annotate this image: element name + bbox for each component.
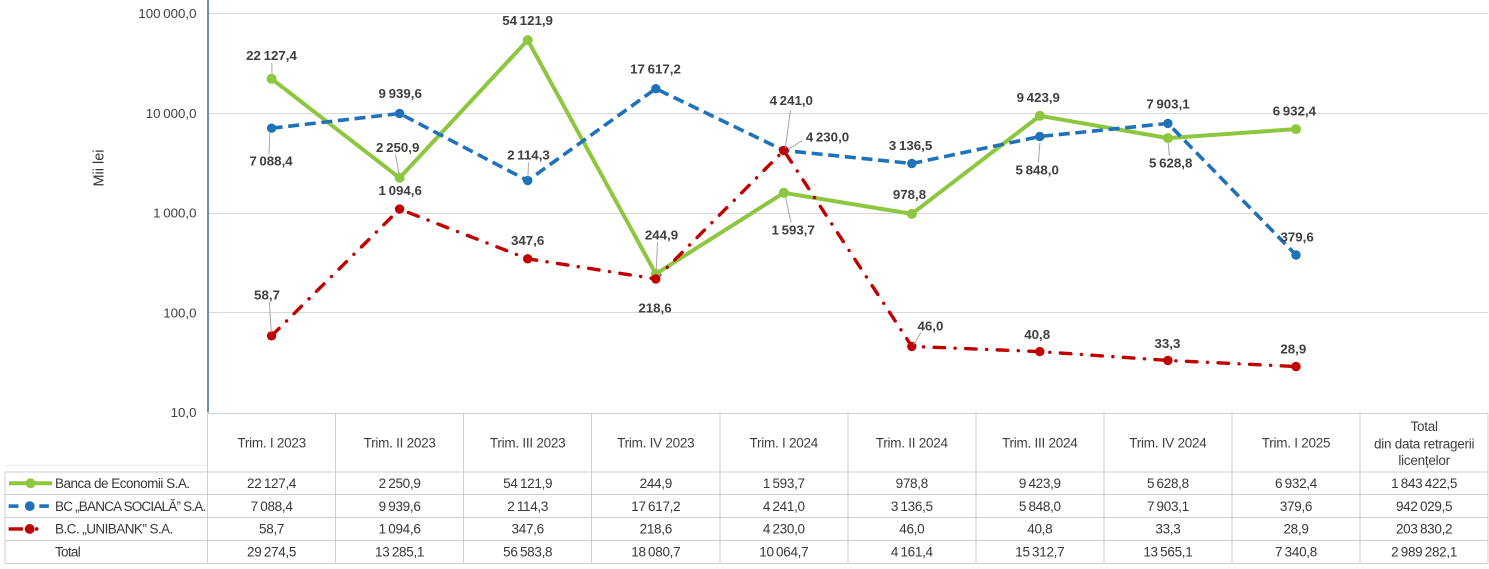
svg-text:Total: Total [55, 545, 81, 560]
svg-text:58,7: 58,7 [259, 522, 284, 537]
svg-text:Total: Total [1410, 419, 1438, 434]
svg-text:17 617,2: 17 617,2 [631, 499, 680, 514]
svg-text:244,9: 244,9 [640, 476, 672, 491]
svg-text:978,8: 978,8 [896, 476, 928, 491]
svg-text:2 250,9: 2 250,9 [379, 476, 421, 491]
svg-text:4 161,4: 4 161,4 [891, 545, 934, 560]
svg-text:203 830,2: 203 830,2 [1396, 522, 1452, 537]
svg-text:Trim. I 2024: Trim. I 2024 [750, 435, 819, 450]
svg-text:379,6: 379,6 [1280, 230, 1313, 245]
svg-text:1 094,6: 1 094,6 [379, 522, 421, 537]
svg-text:2 114,3: 2 114,3 [507, 499, 548, 514]
svg-text:40,8: 40,8 [1027, 522, 1052, 537]
svg-text:3 136,5: 3 136,5 [891, 499, 933, 514]
svg-text:1 593,7: 1 593,7 [772, 223, 815, 238]
svg-text:Trim. III 2024: Trim. III 2024 [1002, 435, 1078, 450]
svg-text:7 903,1: 7 903,1 [1146, 97, 1190, 112]
svg-text:46,0: 46,0 [899, 522, 924, 537]
svg-text:Trim. I 2025: Trim. I 2025 [1262, 435, 1331, 450]
svg-text:4 230,0: 4 230,0 [763, 522, 805, 537]
svg-text:18 080,7: 18 080,7 [631, 545, 680, 560]
svg-text:Trim. IV 2024: Trim. IV 2024 [1129, 435, 1207, 450]
svg-text:22 127,4: 22 127,4 [246, 48, 297, 63]
svg-text:2 250,9: 2 250,9 [376, 140, 419, 155]
svg-text:58,7: 58,7 [254, 288, 280, 303]
svg-text:5 628,8: 5 628,8 [1149, 155, 1192, 170]
svg-text:5 628,8: 5 628,8 [1147, 476, 1189, 491]
svg-text:10,0: 10,0 [171, 405, 197, 420]
svg-text:9 939,6: 9 939,6 [379, 86, 422, 101]
svg-text:28,9: 28,9 [1283, 522, 1308, 537]
svg-text:4 241,0: 4 241,0 [763, 499, 805, 514]
svg-text:BC „BANCA SOCIALĂ” S.A.: BC „BANCA SOCIALĂ” S.A. [55, 499, 205, 514]
svg-text:347,6: 347,6 [512, 522, 544, 537]
svg-text:28,9: 28,9 [1280, 341, 1306, 356]
svg-text:54 121,9: 54 121,9 [502, 13, 553, 28]
svg-text:40,8: 40,8 [1024, 327, 1050, 342]
svg-text:9 939,6: 9 939,6 [379, 499, 421, 514]
svg-text:2 114,3: 2 114,3 [507, 147, 550, 162]
svg-text:978,8: 978,8 [893, 187, 926, 202]
svg-text:1 000,0: 1 000,0 [153, 206, 196, 221]
svg-text:1 843 422,5: 1 843 422,5 [1391, 476, 1457, 491]
svg-text:22 127,4: 22 127,4 [247, 476, 297, 491]
svg-text:46,0: 46,0 [917, 319, 943, 334]
svg-text:244,9: 244,9 [645, 228, 678, 243]
svg-text:Trim. II 2023: Trim. II 2023 [364, 435, 436, 450]
svg-text:29 274,5: 29 274,5 [247, 545, 296, 560]
svg-text:33,3: 33,3 [1155, 522, 1180, 537]
svg-text:6 932,4: 6 932,4 [1273, 104, 1317, 119]
svg-text:B.C. „UNIBANK” S.A.: B.C. „UNIBANK” S.A. [55, 522, 173, 537]
svg-text:1 094,6: 1 094,6 [379, 183, 422, 198]
svg-text:Trim. IV 2023: Trim. IV 2023 [617, 435, 694, 450]
svg-text:7 088,4: 7 088,4 [251, 499, 294, 514]
svg-text:licențelor: licențelor [1398, 453, 1450, 468]
svg-text:56 583,8: 56 583,8 [503, 545, 552, 560]
svg-text:7 340,8: 7 340,8 [1275, 545, 1317, 560]
svg-text:5 848,0: 5 848,0 [1019, 499, 1061, 514]
svg-text:Mii lei: Mii lei [92, 149, 108, 186]
svg-text:7 088,4: 7 088,4 [249, 154, 293, 169]
svg-text:Banca de Economii S.A.: Banca de Economii S.A. [55, 476, 190, 491]
svg-text:1 593,7: 1 593,7 [763, 476, 805, 491]
svg-text:379,6: 379,6 [1280, 499, 1312, 514]
svg-text:13 285,1: 13 285,1 [375, 545, 424, 560]
svg-text:9 423,9: 9 423,9 [1017, 90, 1060, 105]
svg-text:Trim. III 2023: Trim. III 2023 [490, 435, 566, 450]
svg-text:2 989 282,1: 2 989 282,1 [1391, 545, 1457, 560]
svg-text:4 230,0: 4 230,0 [806, 129, 849, 144]
svg-text:347,6: 347,6 [511, 233, 544, 248]
svg-text:17 617,2: 17 617,2 [630, 62, 681, 77]
svg-text:din data retragerii: din data retragerii [1374, 437, 1475, 452]
svg-text:3 136,5: 3 136,5 [889, 138, 933, 153]
svg-text:15 312,7: 15 312,7 [1015, 545, 1064, 560]
svg-text:54 121,9: 54 121,9 [503, 476, 552, 491]
svg-text:7 903,1: 7 903,1 [1147, 499, 1189, 514]
svg-text:218,6: 218,6 [638, 301, 671, 316]
svg-text:100,0: 100,0 [163, 305, 196, 320]
svg-text:Trim. I 2023: Trim. I 2023 [237, 435, 306, 450]
svg-text:9 423,9: 9 423,9 [1019, 476, 1061, 491]
svg-text:13 565,1: 13 565,1 [1143, 545, 1192, 560]
svg-text:5 848,0: 5 848,0 [1016, 162, 1059, 177]
svg-text:942 029,5: 942 029,5 [1396, 499, 1452, 514]
svg-text:4 241,0: 4 241,0 [770, 93, 813, 108]
svg-text:218,6: 218,6 [640, 522, 672, 537]
svg-text:6 932,4: 6 932,4 [1275, 476, 1318, 491]
svg-text:Trim. II 2024: Trim. II 2024 [876, 435, 949, 450]
svg-text:33,3: 33,3 [1154, 336, 1180, 351]
svg-text:100 000,0: 100 000,0 [138, 6, 196, 21]
svg-text:10 064,7: 10 064,7 [759, 545, 808, 560]
svg-text:10 000,0: 10 000,0 [146, 106, 197, 121]
